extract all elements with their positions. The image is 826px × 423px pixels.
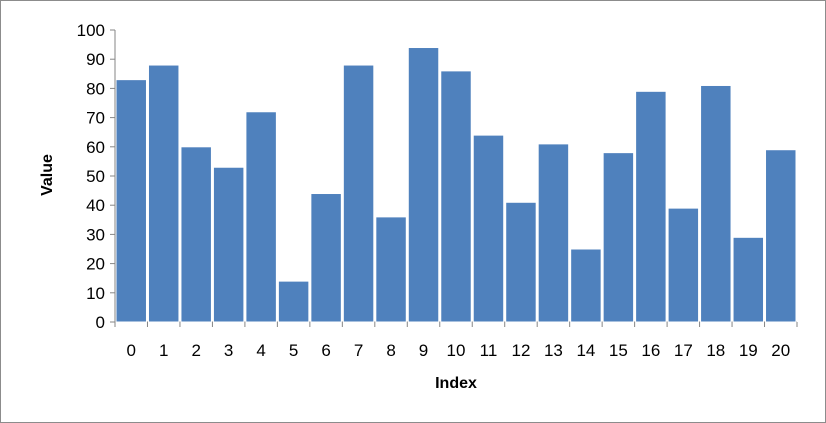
x-tick-label: 15 xyxy=(609,341,628,360)
x-tick-label: 8 xyxy=(386,341,395,360)
bar xyxy=(635,90,667,323)
bar xyxy=(212,166,245,323)
x-tick-label: 11 xyxy=(480,341,498,360)
x-tick-label: 7 xyxy=(354,341,363,360)
x-tick-label: 2 xyxy=(191,341,200,360)
y-tick-label: 60 xyxy=(86,138,105,157)
x-tick-label: 16 xyxy=(641,341,660,360)
x-tick-label: 0 xyxy=(127,341,136,360)
y-tick-label: 20 xyxy=(86,255,105,274)
bar xyxy=(700,84,732,323)
bar xyxy=(310,193,342,323)
bar xyxy=(602,152,635,323)
y-axis: 0 10 20 30 40 50 60 70 80 90 100 xyxy=(77,21,116,332)
bar xyxy=(472,134,505,323)
x-axis: 0 1 2 3 4 5 6 7 8 9 10 11 12 13 14 15 16 17 18 19 20 xyxy=(114,321,798,360)
x-tick-label: 13 xyxy=(544,341,563,360)
y-tick-label: 80 xyxy=(86,79,105,98)
x-tick-label: 5 xyxy=(289,341,298,360)
y-tick-label: 90 xyxy=(86,50,105,69)
x-tick-label: 12 xyxy=(511,341,530,360)
x-tick-label: 14 xyxy=(576,341,595,360)
bar xyxy=(245,111,277,323)
y-tick-label: 30 xyxy=(86,225,105,244)
bar xyxy=(537,143,570,323)
bar xyxy=(342,64,375,323)
bar xyxy=(765,149,797,323)
x-tick-label: 17 xyxy=(674,341,693,360)
x-tick-label: 6 xyxy=(321,341,330,360)
bar xyxy=(180,146,212,323)
x-tick-label: 10 xyxy=(447,341,466,360)
x-tick-label: 1 xyxy=(159,341,168,360)
bars xyxy=(115,47,797,323)
x-tick-label: 4 xyxy=(256,341,265,360)
bar xyxy=(732,236,765,323)
x-tick-label: 3 xyxy=(224,341,233,360)
y-tick-label: 40 xyxy=(86,196,105,215)
y-tick-label: 70 xyxy=(86,109,105,128)
y-tick-label: 100 xyxy=(77,21,105,40)
bar xyxy=(407,47,440,323)
bar xyxy=(277,280,310,323)
x-axis-title: Index xyxy=(435,375,477,392)
bar xyxy=(147,64,180,323)
bar xyxy=(505,201,537,323)
x-tick-label: 9 xyxy=(419,341,428,360)
x-tick-label: 19 xyxy=(739,341,758,360)
bar xyxy=(667,207,700,323)
bar xyxy=(570,248,602,323)
bar xyxy=(115,79,147,323)
x-tick-label: 18 xyxy=(706,341,725,360)
x-tick-label: 20 xyxy=(771,341,790,360)
bar xyxy=(440,70,472,323)
y-tick-label: 10 xyxy=(86,284,105,303)
y-tick-label: 50 xyxy=(86,167,105,186)
y-axis-title: Value xyxy=(39,154,56,196)
y-tick-label: 0 xyxy=(96,313,105,332)
bar xyxy=(375,216,407,323)
